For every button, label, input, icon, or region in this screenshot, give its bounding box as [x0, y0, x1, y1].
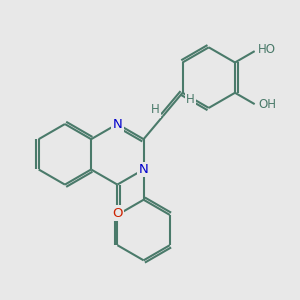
Text: H: H	[186, 93, 195, 106]
Text: OH: OH	[258, 98, 276, 111]
Text: HO: HO	[258, 43, 276, 56]
Text: OH: OH	[258, 98, 276, 111]
Text: N: N	[139, 163, 148, 176]
Text: HO: HO	[256, 45, 274, 58]
Text: H: H	[151, 103, 160, 116]
Text: O: O	[112, 207, 123, 220]
Text: N: N	[112, 118, 122, 130]
